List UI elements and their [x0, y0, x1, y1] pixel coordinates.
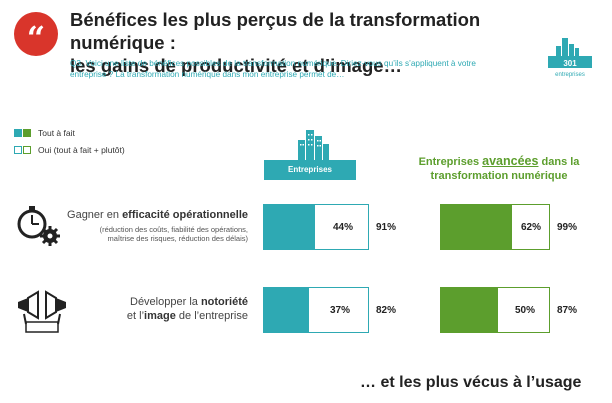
question-text: Q3. Voici une liste de bénéfices possibl…: [70, 59, 476, 79]
entreprises-group-label: Entreprises: [264, 160, 356, 180]
page-title: Bénéfices les plus perçus de la transfor…: [70, 9, 481, 76]
office-building-icon: [294, 128, 334, 160]
data-label: 62%: [520, 222, 541, 233]
megaphone-icon: [14, 290, 70, 334]
quote-icon: “: [14, 12, 58, 57]
data-label: 37%: [329, 305, 350, 316]
stopwatch-gear-icon: [14, 202, 62, 248]
data-label: 91%: [376, 222, 397, 233]
data-label: 44%: [332, 222, 353, 233]
bar-entreprises-efficacite-toutafait: [263, 204, 315, 250]
legend-filled: Tout à fait: [14, 128, 75, 138]
data-label: 82%: [376, 305, 397, 316]
row-efficacite-label: Gagner en efficacité opérationnelle (réd…: [67, 209, 248, 243]
svg-text:entreprises: entreprises: [555, 72, 585, 78]
bar-avancees-efficacite-toutafait: [440, 204, 512, 250]
footer-text: … et les plus vécus à l’usage: [360, 374, 582, 391]
data-label: 87%: [557, 305, 578, 316]
data-label: 99%: [557, 222, 578, 233]
bar-avancees-notoriete-toutafait: [440, 287, 498, 333]
legend-outline: Oui (tout à fait + plutôt): [14, 145, 125, 155]
data-label: 50%: [514, 305, 535, 316]
buildings-logo: 301 entreprises: [542, 36, 598, 78]
advanced-group-label: Entreprises avancées dans la transformat…: [418, 154, 580, 182]
row-notoriete-label: Développer la notoriété et l’image de l’…: [126, 296, 248, 322]
bar-entreprises-notoriete-toutafait: [263, 287, 309, 333]
svg-text:301: 301: [563, 59, 577, 68]
